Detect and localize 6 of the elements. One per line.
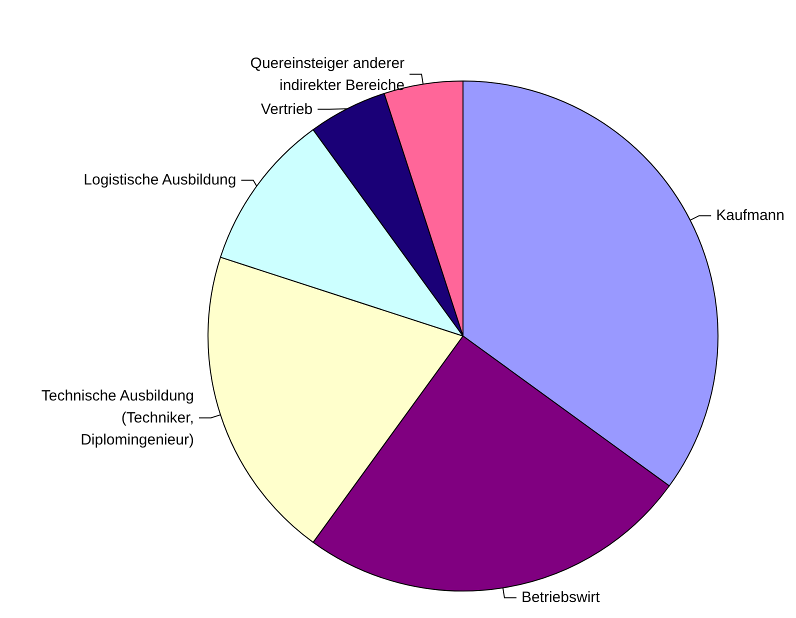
slice-label: Kaufmann <box>716 207 785 224</box>
slice-label: Betriebswirt <box>521 589 601 606</box>
slice-label: Technische Ausbildung (Techniker, Diplomingenieur) <box>41 387 194 448</box>
slice-label: Vertrieb <box>260 100 313 118</box>
slice-label: Quereinsteiger anderer indirekter Bereiche <box>250 54 405 94</box>
slice-label: Logistische Ausbildung <box>84 172 236 189</box>
